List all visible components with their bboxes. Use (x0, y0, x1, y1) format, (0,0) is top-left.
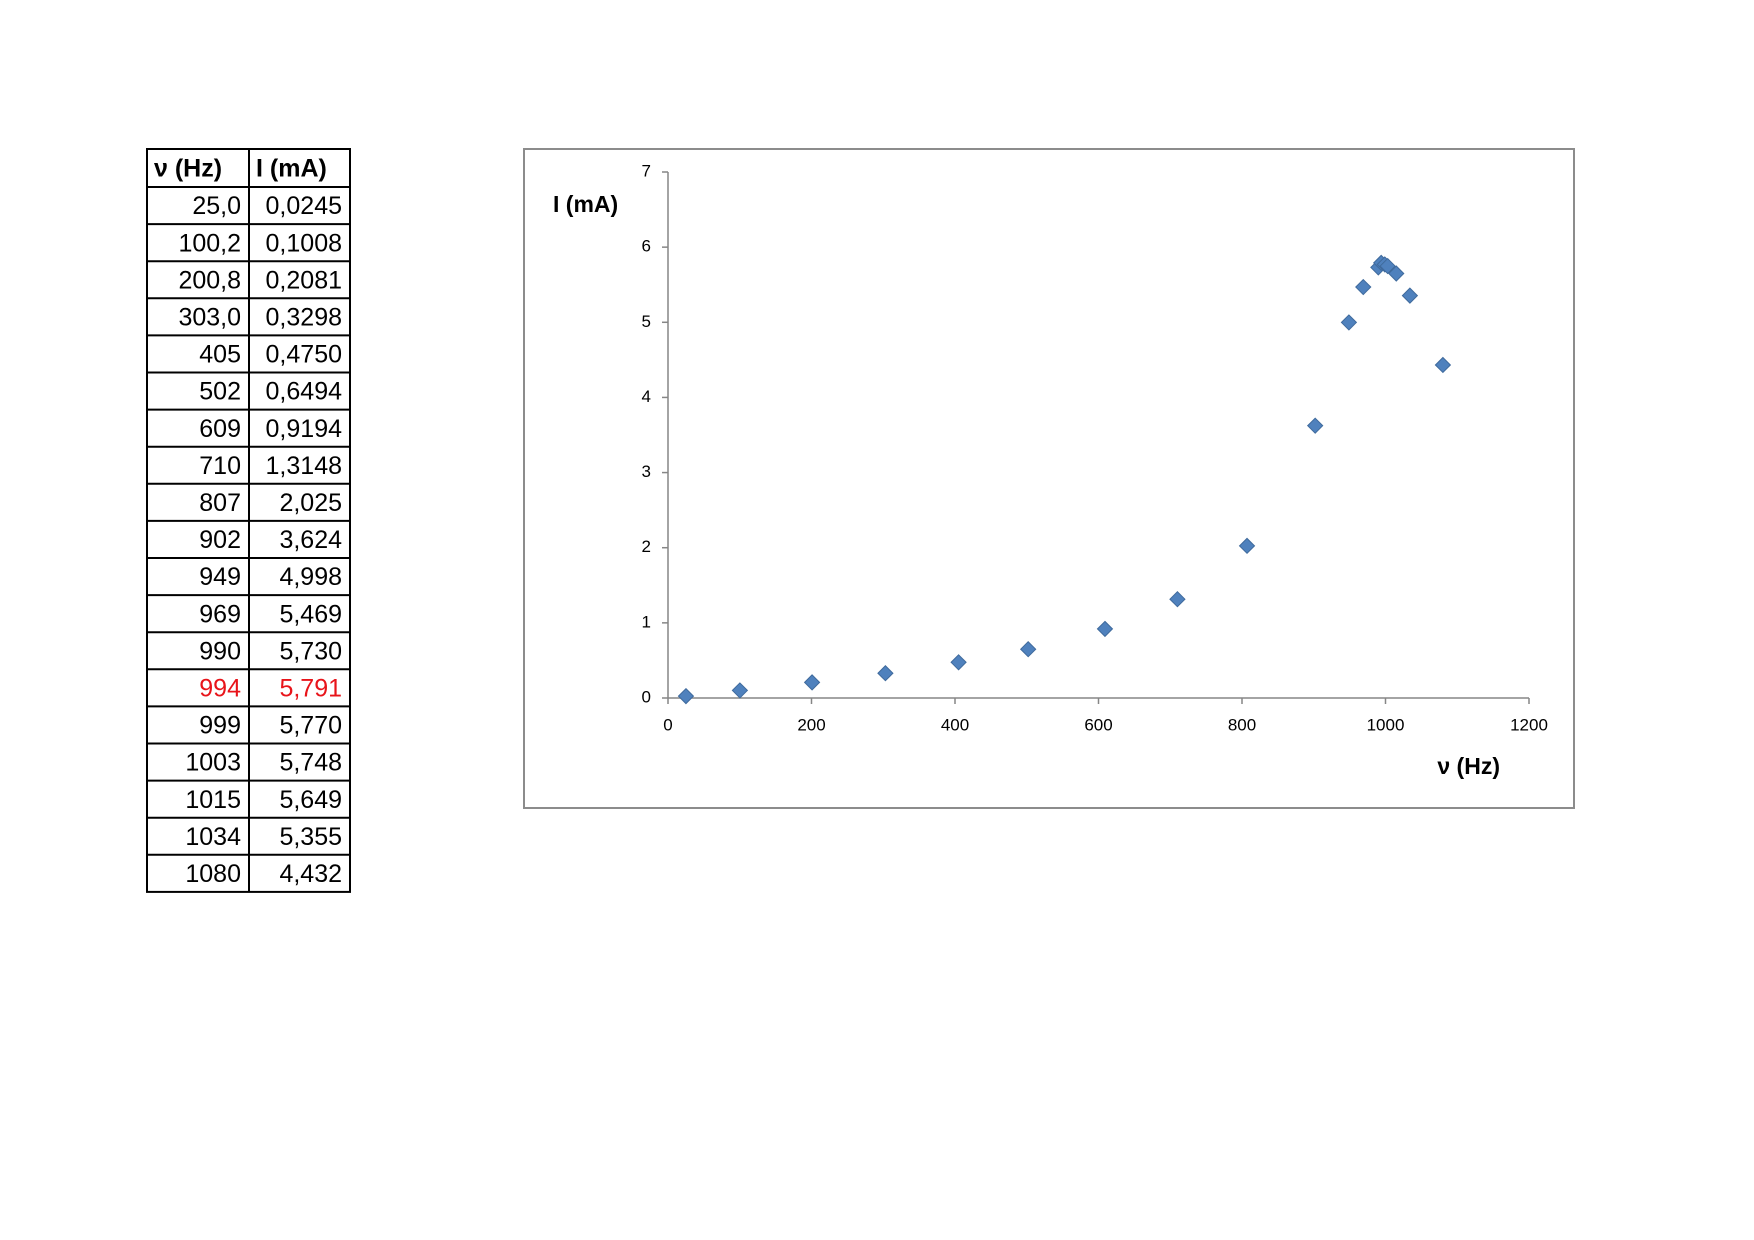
table-cell: 303,0 (178, 303, 241, 331)
data-point (1306, 417, 1324, 434)
x-tick-label: 600 (1084, 715, 1112, 734)
table-cell: 0,4750 (266, 341, 342, 369)
table-cell: 4,432 (279, 860, 342, 888)
table-cell: 1034 (185, 823, 241, 851)
x-tick-label: 400 (941, 715, 969, 734)
table-cell: 807 (199, 489, 241, 517)
table-cell: 25,0 (192, 192, 241, 220)
table-cell: 994 (199, 674, 241, 702)
data-point (1019, 640, 1037, 658)
x-tick-label: 200 (797, 715, 825, 734)
table-cell: 5,791 (279, 674, 342, 702)
data-point (677, 687, 695, 705)
data-point (803, 674, 821, 691)
y-tick-label: 2 (642, 537, 651, 556)
table-cell: 5,355 (279, 823, 342, 851)
table-cell: 0,2081 (266, 266, 342, 294)
table-cell: 5,770 (279, 712, 342, 740)
chart-frame (523, 148, 1575, 809)
table-cell: 949 (199, 563, 241, 591)
y-tick-label: 3 (642, 462, 651, 481)
data-point (950, 654, 967, 671)
y-tick-label: 6 (642, 237, 651, 256)
table-cell: 710 (199, 452, 241, 480)
data-point (1379, 257, 1396, 275)
x-tick-label: 0 (663, 715, 672, 734)
data-point (731, 682, 749, 699)
x-tick-label: 1200 (1510, 715, 1548, 734)
table-cell: 200,8 (178, 266, 241, 294)
data-point (1169, 590, 1186, 608)
table-cell: 0,9194 (266, 415, 343, 443)
table-cell: 405 (199, 341, 241, 369)
table-cell: 5,748 (279, 749, 342, 777)
table-cell: 609 (199, 415, 241, 443)
table-header: ν (Hz) (154, 155, 222, 183)
data-point (1401, 287, 1419, 304)
table-cell: 990 (199, 637, 241, 665)
table-cell: 0,0245 (266, 192, 342, 220)
table-cell: 4,998 (279, 563, 342, 591)
table-cell: 1080 (185, 860, 241, 888)
y-tick-label: 7 (642, 161, 651, 180)
table-cell: 0,3298 (266, 303, 342, 331)
table-cell: 502 (199, 378, 241, 406)
table-cell: 999 (199, 712, 241, 740)
x-tick-label: 1000 (1367, 715, 1405, 734)
data-point (1434, 356, 1452, 374)
y-tick-label: 4 (642, 387, 651, 406)
table-cell: 0,6494 (266, 378, 343, 406)
data-point (1388, 265, 1405, 282)
data-point (877, 665, 894, 682)
data-point (1096, 620, 1114, 638)
table-cell: 5,649 (279, 786, 342, 814)
table-cell: 5,730 (279, 637, 342, 665)
x-tick-label: 800 (1228, 715, 1256, 734)
table-header: I (mA) (256, 155, 327, 183)
table-cell: 1,3148 (266, 452, 342, 480)
data-point (1238, 537, 1256, 555)
x-axis-label: ν (Hz) (1437, 753, 1500, 779)
table-cell: 1003 (185, 749, 241, 777)
y-tick-label: 0 (642, 687, 651, 706)
table-cell: 902 (199, 526, 241, 554)
table-cell: 2,025 (279, 489, 342, 517)
table-cell: 1015 (185, 786, 241, 814)
table-cell: 0,1008 (266, 229, 342, 257)
y-tick-label: 1 (642, 612, 651, 631)
table-cell: 969 (199, 600, 241, 628)
data-point (1355, 278, 1372, 296)
table-cell: 100,2 (178, 229, 241, 257)
y-tick-label: 5 (642, 312, 651, 331)
table-cell: 5,469 (279, 600, 342, 628)
data-point (1340, 314, 1358, 331)
y-axis-label: I (mA) (553, 191, 618, 217)
table-cell: 3,624 (279, 526, 342, 554)
